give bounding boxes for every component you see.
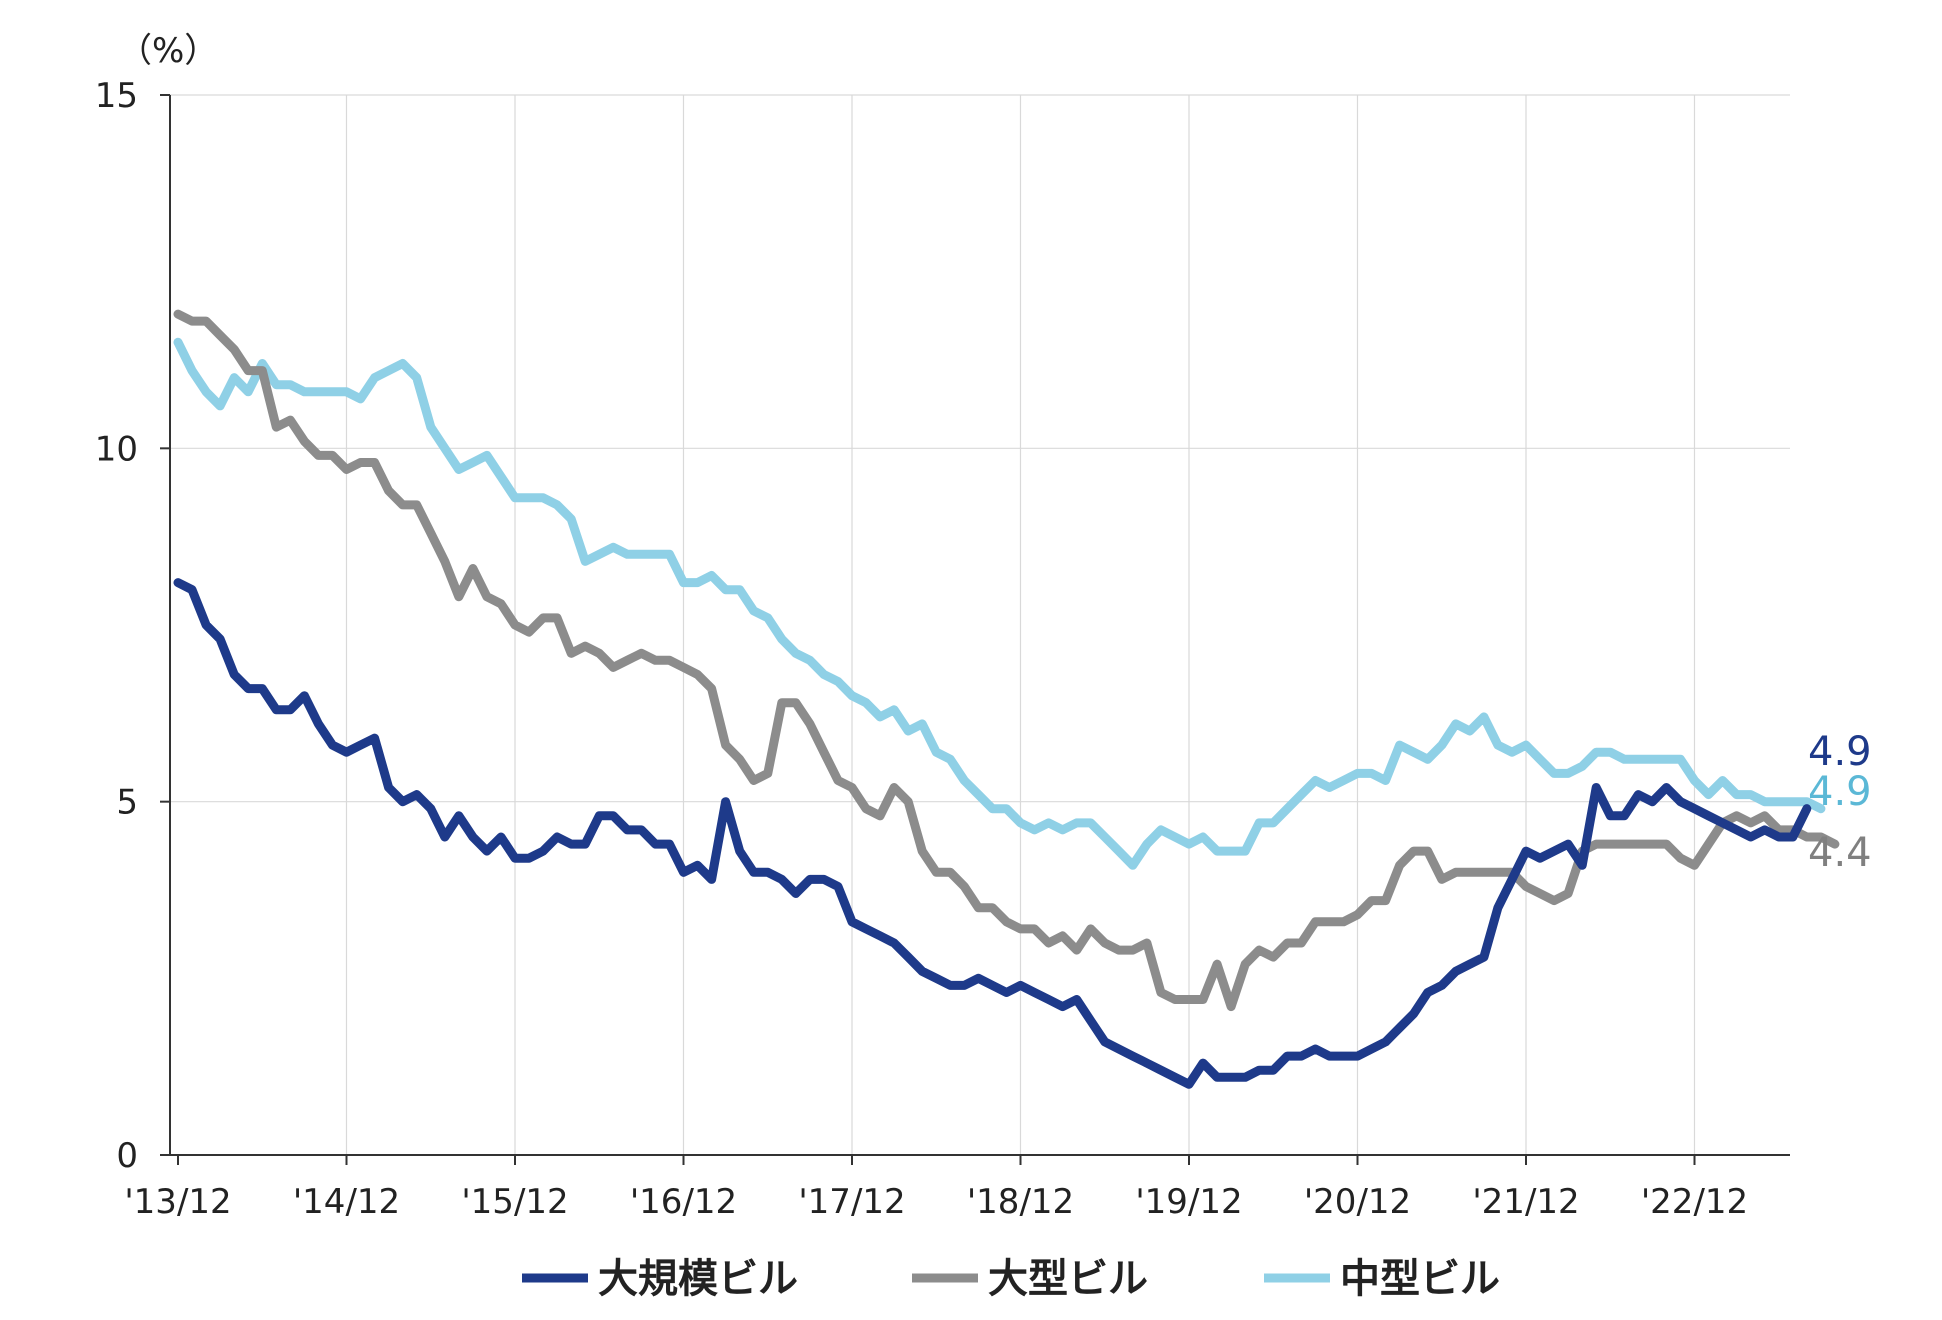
legend: 大規模ビル 大型ビル 中型ビル [522, 1256, 1500, 1302]
series-lines [173, 309, 1840, 1089]
x-tick-label: '21/12 [1472, 1182, 1579, 1222]
x-tick-label: '13/12 [124, 1182, 231, 1222]
series-line-2 [173, 337, 1826, 870]
y-tick-label: 0 [116, 1136, 138, 1176]
y-tick-label: 5 [116, 783, 138, 823]
x-tick-label: '22/12 [1641, 1182, 1748, 1222]
legend-label: 中型ビル [1340, 1256, 1500, 1302]
end-label-series-0: 4.9 [1808, 729, 1872, 775]
x-tick-label: '16/12 [630, 1182, 737, 1222]
x-tick-label: '18/12 [967, 1182, 1074, 1222]
end-value-labels: 4.94.9 4.4 [1808, 729, 1872, 876]
gridlines [170, 94, 1790, 1155]
x-tick-label: '15/12 [461, 1182, 568, 1222]
y-tick-label: 15 [95, 76, 138, 116]
axes: 0 5 10 15 '13/12 '14/12 '15/12 '16/12 '17/12 '18/… [95, 76, 1790, 1222]
legend-label: 大規模ビル [598, 1256, 798, 1302]
y-tick-label: 10 [95, 429, 138, 469]
legend-label: 大型ビル [988, 1256, 1148, 1302]
x-tick-label: '20/12 [1304, 1182, 1411, 1222]
x-tick-label: '17/12 [798, 1182, 905, 1222]
x-tick-label: '19/12 [1135, 1182, 1242, 1222]
legend-item-1: 大型ビル [912, 1256, 1148, 1302]
legend-item-2: 中型ビル [1264, 1256, 1500, 1302]
series-line-1 [173, 309, 1840, 1012]
legend-item-0: 大規模ビル [522, 1256, 798, 1302]
x-tick-label: '14/12 [293, 1182, 400, 1222]
series-line-0 [173, 578, 1812, 1089]
end-label-series-1: 4.4 [1808, 830, 1872, 876]
y-axis-unit-label: （%） [118, 31, 218, 71]
end-label-series-2: 4.9 [1808, 769, 1872, 815]
